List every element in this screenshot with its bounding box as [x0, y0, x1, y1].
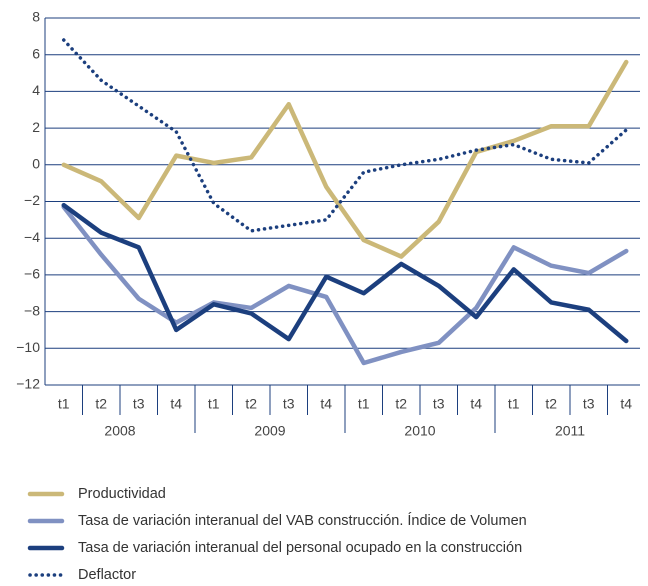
legend: Productividad Tasa de variación interanua…: [27, 486, 527, 583]
legend-label: Tasa de variación interanual del VAB con…: [78, 512, 527, 529]
legend-label: Tasa de variación interanual del persona…: [78, 540, 522, 556]
x-tick-label: t4: [320, 396, 332, 412]
y-tick-label: 8: [32, 9, 40, 25]
y-tick-label: −6: [24, 266, 40, 282]
legend-label: Productividad: [78, 486, 166, 502]
y-tick-label: −2: [24, 192, 40, 208]
x-tick-label: t3: [433, 396, 445, 412]
x-group-label: 2011: [555, 423, 585, 439]
x-group-label: 2008: [104, 423, 135, 439]
x-tick-label: t2: [95, 396, 107, 412]
y-tick-label: 2: [32, 119, 40, 135]
x-tick-label: t1: [508, 396, 520, 412]
x-tick-label: t1: [358, 396, 370, 412]
series-line: [61, 202, 629, 344]
x-tick-label: t1: [58, 396, 70, 412]
x-group-label: 2010: [404, 423, 435, 439]
y-tick-label: −10: [16, 339, 40, 355]
x-tick-label: t2: [395, 396, 407, 412]
legend-label: Deflactor: [78, 567, 136, 583]
x-tick-label: t1: [208, 396, 220, 412]
y-tick-label: −4: [24, 229, 40, 245]
y-tick-label: 4: [32, 82, 40, 98]
x-tick-label: t4: [620, 396, 632, 412]
x-tick-label: t3: [583, 396, 595, 412]
y-tick-label: −12: [16, 376, 40, 392]
series-line: [62, 38, 628, 233]
x-tick-label: t3: [133, 396, 145, 412]
y-tick-label: 6: [32, 45, 40, 61]
series-line: [61, 59, 629, 259]
x-tick-label: t4: [170, 396, 182, 412]
series-line: [61, 204, 629, 366]
x-tick-label: t2: [545, 396, 557, 412]
x-tick-label: t2: [245, 396, 257, 412]
y-tick-label: −8: [24, 302, 40, 318]
x-group-label: 2009: [254, 423, 285, 439]
x-tick-label: t3: [283, 396, 295, 412]
y-tick-label: 0: [32, 156, 40, 172]
x-tick-label: t4: [470, 396, 482, 412]
